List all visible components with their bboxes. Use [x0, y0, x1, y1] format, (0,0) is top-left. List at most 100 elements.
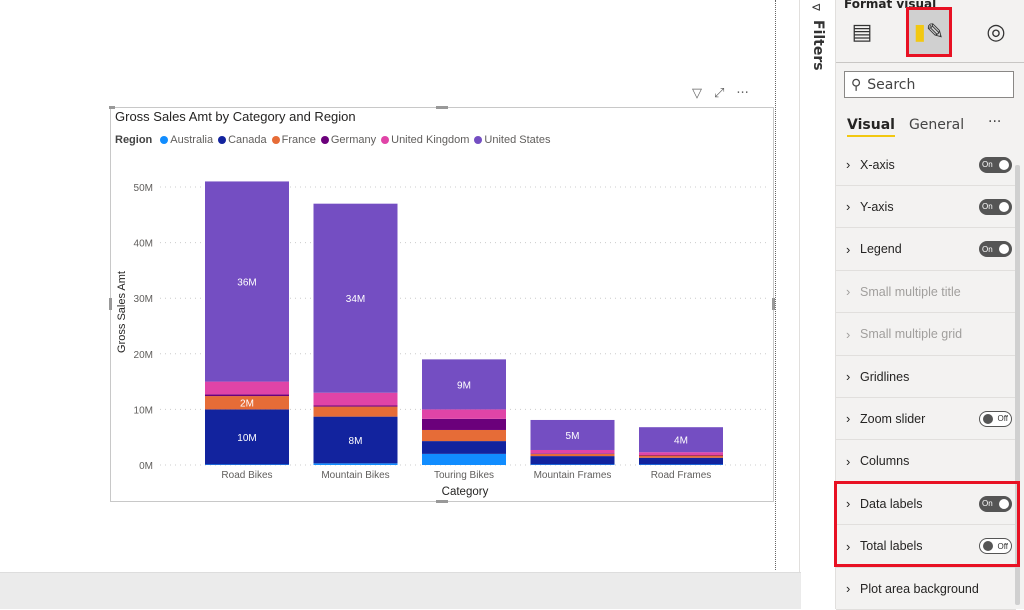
legend-swatch [271, 136, 280, 144]
more-options-icon[interactable]: ··· [736, 86, 749, 101]
y-tick-label: 10M [134, 405, 153, 416]
section-label: Zoom slider [860, 411, 926, 426]
section-legend[interactable]: › Legend On [836, 229, 1016, 271]
filters-pane-collapsed[interactable]: ⊲ Filters [801, 0, 836, 609]
section-x-axis[interactable]: › X-axis On [836, 144, 1016, 186]
x-axis-title: Category [442, 486, 489, 498]
chevron-right-icon: › [846, 581, 851, 596]
bar-segment [530, 464, 615, 465]
resize-handle[interactable] [109, 298, 112, 310]
bar-segment [530, 456, 615, 465]
canvas-gutter [777, 0, 800, 572]
section-label: Legend [860, 242, 902, 257]
toggle-switch[interactable]: Off [979, 410, 1012, 427]
bar-segment [530, 449, 615, 454]
bar-segment [422, 359, 506, 410]
x-tick-label: Road Bikes [221, 470, 272, 481]
section-label: Gridlines [860, 369, 910, 384]
format-paintbrush-icon[interactable]: ▮ ✎ [906, 7, 952, 57]
section-small-multiple-title[interactable]: › Small multiple title [836, 271, 1016, 314]
section-label: X-axis [860, 157, 895, 172]
section-plot-area-background[interactable]: › Plot area background [836, 568, 1016, 610]
toggle-switch[interactable]: On [979, 198, 1012, 215]
toggle-switch[interactable]: On [979, 495, 1012, 512]
more-options-icon[interactable]: ··· [988, 114, 1002, 130]
section-zoom-slider[interactable]: › Zoom slider Off [836, 398, 1016, 441]
bar-segment [205, 409, 289, 465]
section-total-labels[interactable]: › Total labels Off [836, 526, 1016, 568]
bar-segment [205, 181, 289, 382]
chevron-right-icon: › [846, 453, 851, 469]
page-tabs-bar [0, 572, 836, 609]
bar-segment [639, 427, 723, 453]
tab-visual[interactable]: Visual [847, 117, 895, 137]
divider [836, 62, 1024, 63]
section-label: Plot area background [860, 581, 979, 596]
bar-segment [639, 454, 723, 456]
resize-handle[interactable] [436, 500, 448, 503]
section-small-multiple-grid[interactable]: › Small multiple grid [836, 314, 1016, 356]
analytics-icon[interactable]: ◎ [986, 19, 1006, 45]
x-tick-label: Mountain Frames [534, 470, 612, 481]
chevron-right-icon: › [846, 157, 851, 172]
section-columns[interactable]: › Columns [836, 441, 1016, 483]
legend-item[interactable]: Canada [218, 134, 267, 146]
legend-item[interactable]: United States [474, 134, 550, 146]
bar-segment [205, 381, 289, 395]
section-data-labels[interactable]: › Data labels On [836, 483, 1016, 526]
bar-segment [422, 409, 506, 419]
bar-segment [639, 464, 723, 465]
bar-segment [313, 203, 398, 393]
data-label: 36M [237, 278, 256, 289]
filters-label: Filters [810, 20, 826, 71]
chevron-right-icon: › [846, 326, 851, 342]
section-gridlines[interactable]: › Gridlines [836, 356, 1016, 398]
scrollbar[interactable] [1015, 165, 1020, 605]
resize-handle[interactable] [109, 106, 115, 109]
toggle-switch[interactable]: On [979, 156, 1012, 173]
legend-item[interactable]: France [271, 134, 316, 146]
bar-segment [313, 463, 398, 465]
y-axis-title: Gross Sales Amt [116, 271, 128, 353]
section-y-axis[interactable]: › Y-axis On [836, 186, 1016, 229]
build-visual-icon[interactable]: ▤ [851, 19, 873, 45]
data-label: 2M [240, 399, 254, 410]
search-icon: ⚲ [851, 76, 862, 93]
stacked-column-visual[interactable]: Gross Sales Amt by Category and Region R… [109, 106, 775, 503]
visual-title: Gross Sales Amt by Category and Region [115, 109, 356, 124]
filter-icon[interactable]: ▽ [692, 86, 702, 101]
bar-segment [205, 394, 289, 397]
x-tick-label: Road Frames [651, 470, 712, 481]
section-label: Data labels [860, 496, 923, 511]
legend-swatch [218, 136, 227, 144]
toggle-state: On [982, 499, 993, 509]
toggle-state: Off [997, 414, 1008, 424]
bar-segment [422, 453, 506, 465]
legend-label: Germany [330, 134, 377, 146]
data-label: 5M [566, 431, 580, 442]
section-label: Columns [860, 454, 910, 469]
legend-label: Canada [228, 134, 267, 146]
x-tick-label: Mountain Bikes [321, 470, 389, 481]
resize-handle[interactable] [436, 106, 448, 109]
chevron-right-icon: › [846, 199, 851, 215]
bar-segment [530, 453, 615, 457]
resize-handle[interactable] [772, 298, 775, 310]
tab-general[interactable]: General [908, 117, 965, 133]
legend-item[interactable]: Germany [320, 134, 377, 146]
chevron-right-icon: › [846, 496, 851, 512]
legend-item[interactable]: Australia [160, 134, 213, 146]
y-tick-label: 30M [134, 294, 153, 305]
toggle-switch[interactable]: On [979, 241, 1012, 258]
toggle-state: On [982, 244, 993, 254]
legend-item[interactable]: United Kingdom [381, 134, 469, 146]
focus-mode-icon[interactable]: ⤢ [714, 86, 725, 101]
visual-header: ▽ ⤢ ··· [692, 86, 749, 101]
chevron-right-icon: › [846, 284, 851, 300]
search-input[interactable]: ⚲ Search [844, 71, 1014, 98]
bar-segment [639, 457, 723, 465]
legend-title: Region [115, 134, 153, 146]
bar-segment [313, 405, 398, 407]
chevron-right-icon: › [846, 411, 851, 427]
toggle-switch[interactable]: Off [979, 538, 1012, 555]
